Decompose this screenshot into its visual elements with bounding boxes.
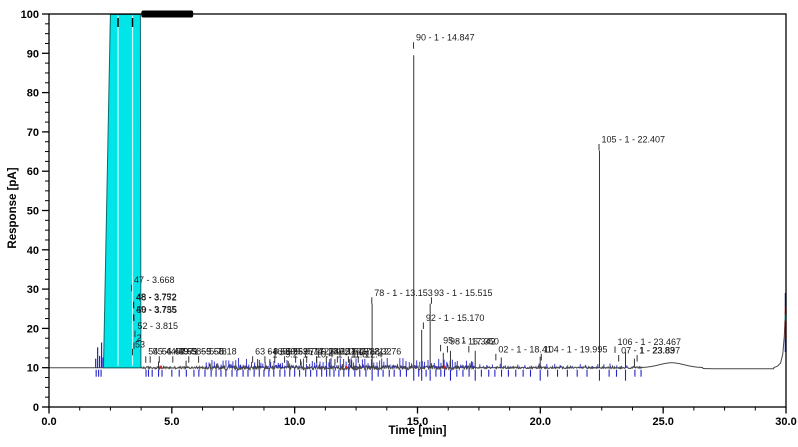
x-tick-label: 5.0 (164, 416, 179, 428)
peak-label: 17.350 (471, 337, 499, 347)
y-tick-label: 100 (21, 9, 39, 21)
peak-label: 57 - 1 - 5.58 (175, 347, 224, 357)
peak-label: 63 - 8.559 (255, 347, 296, 357)
peak-label: 72 - 11.05 (319, 347, 359, 357)
x-axis-title: Time [min] (388, 425, 447, 437)
peak-label: 1 - 12.4 (352, 350, 383, 360)
peak-label: 64 - 8.95 (267, 347, 303, 357)
red-marker-dot (159, 365, 162, 369)
y-tick-label: 50 (27, 206, 39, 218)
peak-label: 54 - 4.459 (148, 347, 189, 357)
peak-label: 1 - 11.8 (337, 350, 367, 360)
peak-label: 95 - 1 (443, 335, 466, 345)
saturated-peak-region (102, 14, 142, 369)
peak-label: 56 - 4.59 (162, 347, 198, 357)
peak-label: 106 - 1 - 23.467 (617, 337, 681, 347)
peak-label: 98 - 16.342 (450, 337, 496, 347)
peak-label: 78 - 1 - 13.153 (374, 288, 433, 298)
y-tick-label: 10 (27, 363, 39, 375)
y-tick-label: 60 (27, 166, 39, 178)
peak-label: 07 - 1 - 23.83 (621, 346, 675, 356)
x-tick-label: 20.0 (530, 416, 551, 428)
y-tick-label: 80 (27, 88, 39, 100)
peak-label: 1 - 10.4 (303, 350, 334, 360)
x-tick-label: 30.0 (775, 416, 796, 428)
peak-label: 49 - 3.735 (136, 305, 177, 315)
y-tick-label: 30 (27, 284, 39, 296)
signal-trace (49, 291, 787, 372)
y-tick-label: 70 (27, 127, 39, 139)
peak-label: 48 - 3.752 (136, 292, 177, 302)
peak-label: 92 - 1 - 15.170 (426, 313, 485, 323)
x-tick-label: 10.0 (284, 416, 305, 428)
peak-label: 105 - 1 - 22.407 (602, 135, 666, 145)
peak-label: 52 - 3.815 (137, 321, 178, 331)
peak-label: 75 - 11.88 (340, 347, 380, 357)
peak-label: 59 - 6.18 (201, 347, 237, 357)
peak-label: 104 - 1 - 19.995 (544, 344, 608, 354)
peak-label: 69 - 10.18 (298, 347, 339, 357)
peak-label: 02 - 1 - 18.41 (498, 344, 552, 354)
y-tick-label: 90 (27, 48, 39, 60)
x-tick-label: 0.0 (41, 416, 56, 428)
y-tick-label: 40 (27, 245, 39, 257)
peak-label: 90 - 1 - 14.847 (416, 33, 475, 43)
peak-label: 48 - 3.772 (136, 292, 177, 302)
peak-label: 93 - 1 - 15.515 (434, 288, 493, 298)
x-tick-label: 25.0 (652, 416, 673, 428)
red-marker-dot (443, 365, 446, 369)
y-axis-title: Response [pA] (7, 167, 19, 249)
peak-label: 77 - 12.76 (361, 347, 402, 357)
peak-label: 71 - 10.62 (309, 347, 350, 357)
peak-label: 76 - 12.32 (351, 347, 392, 357)
peak-label: 58 - 5.78 (191, 347, 227, 357)
peak-label: 53 (135, 339, 145, 349)
peak-label: 50 - 3.755 (136, 305, 177, 315)
red-marker-dot (345, 365, 348, 369)
peak-label: 74 - 11.43 (329, 347, 369, 357)
y-tick-label: 20 (27, 323, 39, 335)
peak-label: 1 - 9.2 (272, 350, 298, 360)
peak-label: 55 - 4.497 (153, 347, 194, 357)
x-tick-label: 15.0 (407, 416, 428, 428)
y-tick-label: 0 (33, 402, 39, 414)
peak-label: 47 - 3.668 (134, 275, 175, 285)
peak-label: 2 (136, 333, 141, 343)
peak-label: 1 - 23.897 (640, 346, 681, 356)
peak-label: 67 - 9.74 (287, 347, 323, 357)
peak-label: 66 - 9.35 (277, 347, 313, 357)
